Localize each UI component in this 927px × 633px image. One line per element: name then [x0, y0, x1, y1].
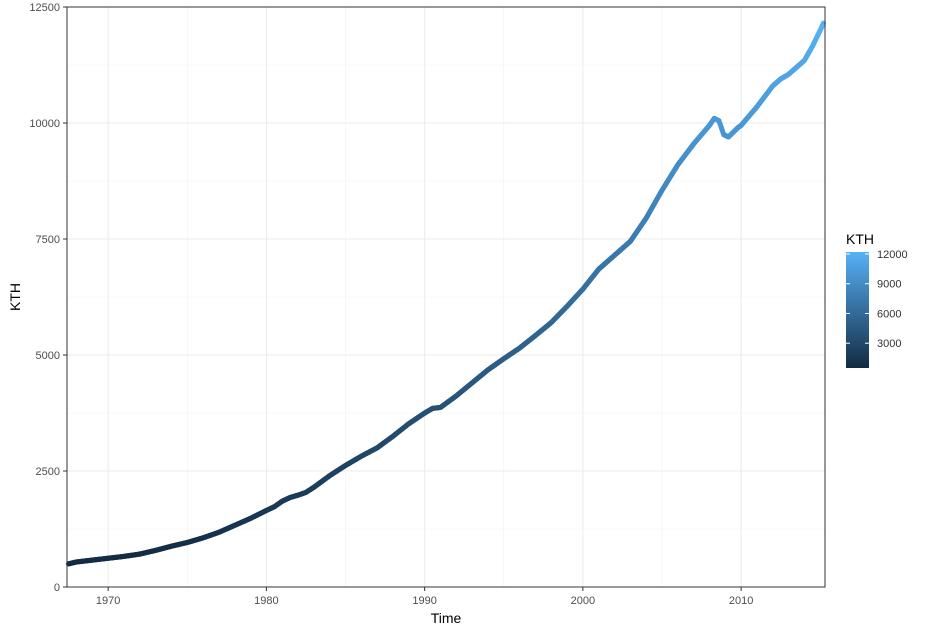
data-points [65, 20, 827, 567]
legend-title: KTH [846, 231, 874, 247]
legend: KTH 3000 6000 9000 12000 [846, 231, 908, 368]
legend-tick-label: 6000 [877, 308, 901, 320]
x-tick-label: 2010 [729, 595, 753, 607]
legend-ticks: 3000 6000 9000 12000 [846, 249, 908, 350]
legend-tick-label: 9000 [877, 279, 901, 291]
x-axis: 1970 1980 1990 2000 2010 [96, 587, 753, 607]
y-tick-label: 0 [54, 582, 60, 594]
grid-minor [67, 7, 825, 587]
y-axis-title: KTH [7, 283, 23, 311]
legend-tick-label: 12000 [877, 249, 908, 261]
x-tick-label: 1990 [412, 595, 436, 607]
x-tick-label: 1970 [96, 595, 120, 607]
y-tick-label: 5000 [36, 350, 60, 362]
x-tick-label: 1980 [254, 595, 278, 607]
legend-colorbar [846, 252, 869, 368]
x-tick-label: 2000 [571, 595, 595, 607]
y-tick-label: 10000 [29, 118, 60, 130]
y-axis: 0 2500 5000 7500 10000 12500 [29, 2, 67, 594]
legend-tick-label: 3000 [877, 338, 901, 350]
plot-border [66, 6, 826, 588]
y-tick-label: 2500 [36, 466, 60, 478]
x-axis-title: Time [431, 610, 462, 626]
y-tick-label: 12500 [29, 2, 60, 14]
y-tick-label: 7500 [36, 234, 60, 246]
